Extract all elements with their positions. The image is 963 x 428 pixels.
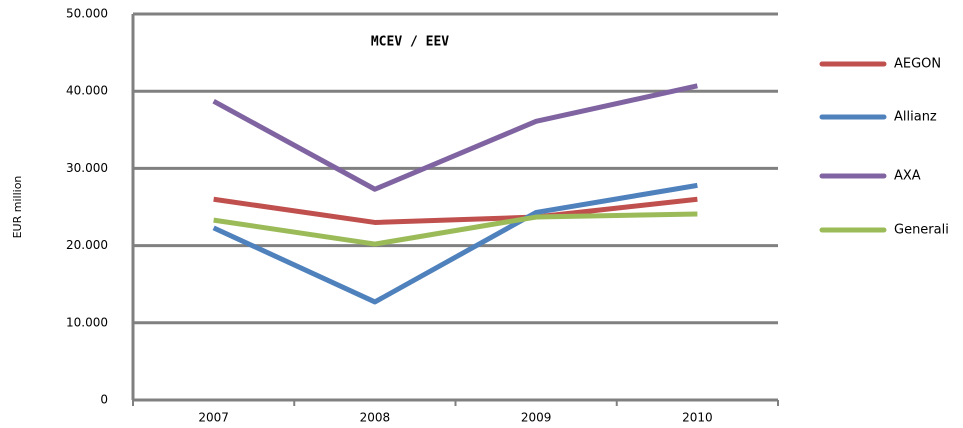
series-line	[213, 196, 698, 225]
x-tick-label: 2008	[360, 411, 391, 425]
y-axis-label: EUR million	[11, 176, 24, 239]
y-tick-label: 20.000	[66, 238, 108, 252]
legend-label: Generali	[894, 223, 949, 238]
series-line	[213, 211, 698, 247]
y-tick-label: 10.000	[66, 315, 108, 329]
series-line	[212, 83, 698, 192]
legend-label: AEGON	[894, 57, 941, 72]
x-tick-label: 2010	[682, 411, 713, 425]
y-tick-label: 30.000	[66, 161, 108, 175]
series-line	[212, 182, 698, 305]
legend-label: AXA	[894, 169, 921, 184]
legend-label: Allianz	[894, 110, 937, 125]
y-tick-label: 40.000	[66, 84, 108, 98]
x-tick-label: 2007	[198, 411, 229, 425]
chart-title: MCEV / EEV	[371, 35, 449, 50]
y-tick-label: 50.000	[66, 7, 108, 21]
y-tick-label: 0	[100, 393, 108, 407]
x-tick-label: 2009	[521, 411, 552, 425]
